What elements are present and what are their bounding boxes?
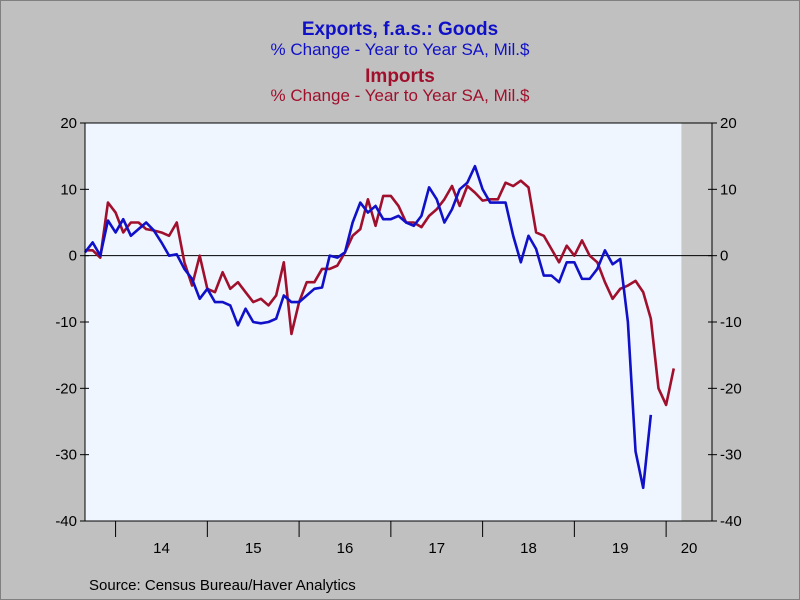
x-tick-label: 19 [612, 540, 629, 557]
y-tick-label-left: -10 [55, 314, 77, 331]
title-exports: Exports, f.a.s.: Goods [301, 19, 499, 40]
y-tick-label-right: 0 [720, 248, 728, 265]
source-note: Source: Census Bureau/Haver Analytics [89, 577, 356, 594]
x-tick-label: 14 [153, 540, 170, 557]
x-tick-label: 20 [681, 540, 698, 557]
series-line-exports [83, 164, 653, 490]
subtitle-exports: % Change - Year to Year SA, Mil.$ [270, 40, 530, 59]
x-tick-label: 18 [520, 540, 537, 557]
y-tick-label-right: 20 [720, 115, 737, 132]
y-tick-label-left: -20 [55, 380, 77, 397]
plot-area [84, 122, 713, 522]
y-tick-label-right: -40 [720, 513, 742, 530]
recession-shading [681, 123, 712, 521]
x-tick-label: 16 [337, 540, 354, 557]
x-tick-label: 17 [428, 540, 445, 557]
y-tick-label-left: 20 [60, 115, 77, 132]
y-tick-label-left: -40 [55, 513, 77, 530]
plot-border [84, 122, 713, 522]
y-tick-label-right: -10 [720, 314, 742, 331]
y-tick-label-right: -30 [720, 447, 742, 464]
x-tick-label: 15 [245, 540, 262, 557]
subtitle-imports: % Change - Year to Year SA, Mil.$ [270, 86, 530, 105]
y-tick-label-right: -20 [720, 380, 742, 397]
title-imports: Imports [365, 66, 435, 87]
y-tick-label-left: -30 [55, 447, 77, 464]
y-tick-label-right: 10 [720, 181, 737, 198]
y-tick-label-left: 0 [69, 248, 77, 265]
y-tick-label-left: 10 [60, 181, 77, 198]
